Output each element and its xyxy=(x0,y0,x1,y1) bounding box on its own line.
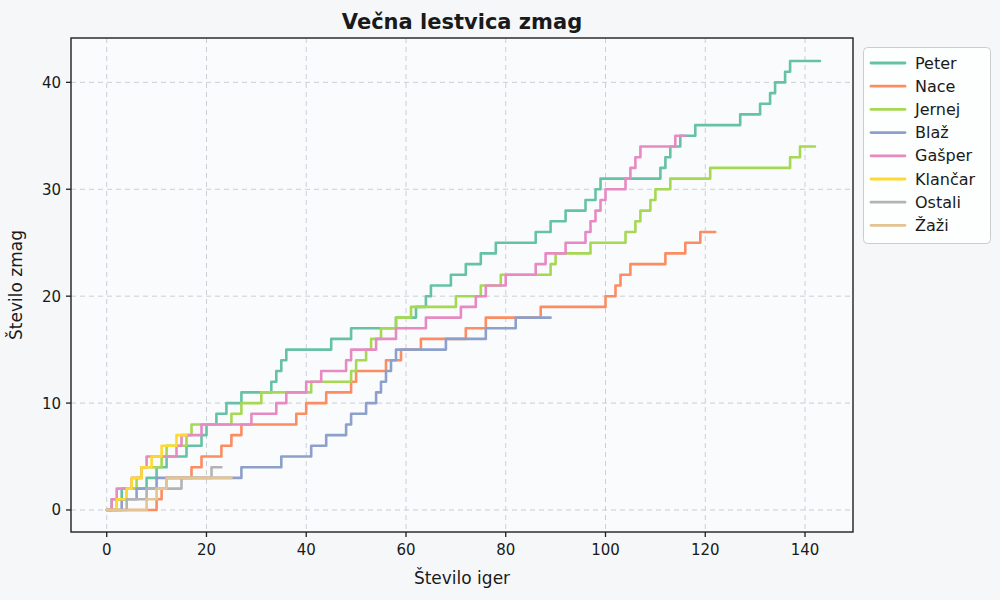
y-axis-label: Število zmag xyxy=(5,230,26,340)
line-chart: 0 20 40 60 80 100 120 140 0 10 20 30 40 Večna lestvi… xyxy=(0,0,1000,600)
x-tick-label-60: 60 xyxy=(396,541,415,559)
x-tick-label-20: 20 xyxy=(197,541,216,559)
x-tick-label-0: 0 xyxy=(102,541,112,559)
y-tick-label-10: 10 xyxy=(42,395,61,413)
legend: Peter Nace Jernej Blaž Gašper Klančar Ostali Ža… xyxy=(864,48,991,244)
legend-label-ostali: Ostali xyxy=(915,193,961,212)
x-axis-label: Število iger xyxy=(414,567,510,588)
legend-label-jernej: Jernej xyxy=(914,100,960,119)
legend-label-gasper: Gašper xyxy=(915,146,973,165)
plot-area xyxy=(71,38,853,532)
y-tick-label-0: 0 xyxy=(51,501,61,519)
legend-label-peter: Peter xyxy=(915,54,957,73)
x-tick-label-140: 140 xyxy=(791,541,820,559)
x-tick-label-40: 40 xyxy=(297,541,316,559)
x-tick-label-80: 80 xyxy=(496,541,515,559)
y-tick-label-30: 30 xyxy=(42,181,61,199)
legend-label-klancar: Klančar xyxy=(915,170,975,189)
y-tick-label-40: 40 xyxy=(42,74,61,92)
chart-figure: 0 20 40 60 80 100 120 140 0 10 20 30 40 Večna lestvi… xyxy=(0,0,1000,600)
legend-label-nace: Nace xyxy=(915,77,955,96)
legend-label-zazi: Žaži xyxy=(915,216,949,235)
x-tick-label-120: 120 xyxy=(691,541,720,559)
chart-title: Večna lestvica zmag xyxy=(342,10,582,34)
y-tick-label-20: 20 xyxy=(42,288,61,306)
legend-label-blaz: Blaž xyxy=(915,123,949,142)
x-tick-label-100: 100 xyxy=(591,541,620,559)
